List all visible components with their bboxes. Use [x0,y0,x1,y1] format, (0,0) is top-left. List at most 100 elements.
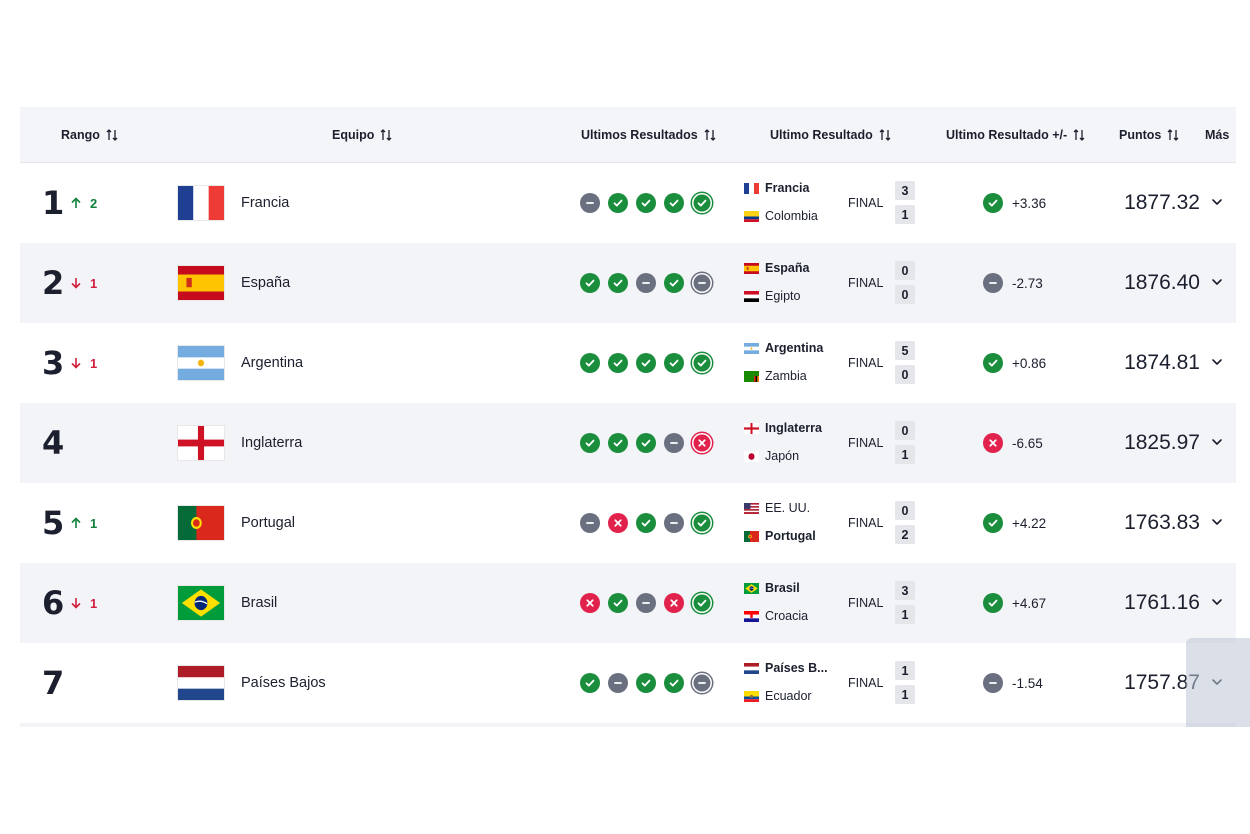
draw-result-icon[interactable] [692,673,712,693]
win-result-icon[interactable] [636,193,656,213]
win-result-icon[interactable] [664,353,684,373]
team-name[interactable]: Inglaterra [241,435,303,451]
match-team-home: Brasil [744,578,800,598]
chevron-down-icon[interactable] [1210,275,1224,289]
win-result-icon[interactable] [608,273,628,293]
rank-change: 2 [70,163,97,243]
points-value: 1763.83 [1124,511,1200,534]
last-results-header-label: Ultimos Resultados [581,128,698,142]
draw-result-icon[interactable] [692,273,712,293]
win-result-icon[interactable] [692,593,712,613]
points-header-label: Puntos [1119,128,1162,142]
draw-result-icon[interactable] [580,513,600,533]
table-row[interactable]: 2 1 España España Egipto FINAL 0 0 -2.73 1876.40 [20,243,1236,323]
draw-result-icon[interactable] [636,593,656,613]
sort-icon [1167,129,1179,141]
rank-number: 1 [42,184,65,222]
table-row[interactable]: 6 1 Brasil Brasil Croacia FINAL 3 1 +4.67 1761.16 [20,563,1236,643]
table-row[interactable]: 3 1 Argentina Argentina Zambia FINAL 5 0 +0.86 18… [20,323,1236,403]
loss-result-icon[interactable] [608,513,628,533]
rank-number: 5 [42,504,65,542]
loss-result-icon[interactable] [580,593,600,613]
last-match[interactable]: Brasil Croacia [744,575,854,631]
win-result-icon[interactable] [636,433,656,453]
team-name[interactable]: España [241,275,291,291]
draw-result-icon[interactable] [580,193,600,213]
score-home: 0 [895,261,915,280]
win-result-icon[interactable] [636,673,656,693]
loss-result-icon[interactable] [664,593,684,613]
chevron-down-icon[interactable] [1210,515,1224,529]
arrow-up-icon [71,517,81,528]
score-home: 3 [895,181,915,200]
chevron-down-icon[interactable] [1210,195,1224,209]
win-result-icon[interactable] [580,673,600,693]
table-row[interactable]: 5 1 Portugal EE. UU. Portugal FINAL 0 2 +4.22 176… [20,483,1236,563]
chevron-down-icon[interactable] [1210,355,1224,369]
team-name[interactable]: Países Bajos [241,675,326,691]
team-name[interactable]: Argentina [241,355,304,371]
win-result-icon[interactable] [608,353,628,373]
last-match[interactable]: Francia Colombia [744,175,854,231]
match-team-home: Inglaterra [744,418,822,438]
last-result-delta: +3.36 [983,163,1046,243]
last-match[interactable]: Inglaterra Japón [744,415,854,471]
win-result-icon[interactable] [580,273,600,293]
points-value: 1761.16 [1124,591,1200,614]
table-row[interactable]: 4 Inglaterra Inglaterra Japón FINAL 0 1 -6.65 18… [20,403,1236,483]
match-status: FINAL [848,436,884,450]
last-match[interactable]: Países B... Ecuador [744,655,854,711]
score-away: 0 [895,285,915,304]
match-team-away-name: Japón [765,449,800,463]
chevron-down-icon[interactable] [1210,595,1224,609]
draw-result-icon[interactable] [664,513,684,533]
win-result-icon[interactable] [664,273,684,293]
last-results [580,163,712,243]
match-team-away-name: Portugal [765,529,816,543]
loss-result-icon[interactable] [692,433,712,453]
draw-result-icon[interactable] [664,433,684,453]
win-result-icon[interactable] [664,673,684,693]
win-result-icon[interactable] [580,353,600,373]
draw-result-icon[interactable] [608,673,628,693]
table-row[interactable]: 1 2 Francia Francia Colombia FINAL 3 1 +3.36 1877… [20,163,1236,243]
sort-icon [380,129,392,141]
win-result-icon[interactable] [692,353,712,373]
win-result-icon[interactable] [664,193,684,213]
team-header-label: Equipo [332,128,375,142]
win-result-icon[interactable] [692,193,712,213]
last-match[interactable]: Argentina Zambia [744,335,854,391]
last-result-column-header[interactable]: Ultimo Resultado [770,107,891,163]
win-result-icon[interactable] [692,513,712,533]
chevron-down-icon[interactable] [1210,435,1224,449]
team-name[interactable]: Francia [241,195,290,211]
last-result-delta: +4.67 [983,563,1046,643]
last-match[interactable]: España Egipto [744,255,854,311]
rank-change-value: 1 [90,515,98,531]
team-column-header[interactable]: Equipo [332,107,392,163]
score-home: 0 [895,501,915,520]
match-status: FINAL [848,196,884,210]
win-result-icon[interactable] [636,513,656,533]
win-result-icon[interactable] [608,433,628,453]
draw-result-icon[interactable] [636,273,656,293]
win-result-icon[interactable] [636,353,656,373]
brazil-flag-icon [744,582,759,594]
croatia-flag-icon [744,610,759,622]
last-result-delta-column-header[interactable]: Ultimo Resultado +/- [946,107,1085,163]
team-name[interactable]: Brasil [241,595,278,611]
win-result-icon[interactable] [608,593,628,613]
last-results [580,483,712,563]
points-column-header[interactable]: Puntos [1119,107,1179,163]
last-match[interactable]: EE. UU. Portugal [744,495,854,551]
win-result-icon[interactable] [608,193,628,213]
match-team-away: Croacia [744,606,808,626]
last-results [580,643,712,723]
last-result-header-label: Ultimo Resultado [770,128,873,142]
usa-flag-icon [744,502,759,514]
team-name[interactable]: Portugal [241,515,296,531]
table-row[interactable]: 7 Países Bajos Países B... Ecuador FINAL 1 1 -1… [20,643,1236,723]
rank-column-header[interactable]: Rango [61,107,118,163]
last-results-column-header[interactable]: Ultimos Resultados [581,107,716,163]
win-result-icon[interactable] [580,433,600,453]
